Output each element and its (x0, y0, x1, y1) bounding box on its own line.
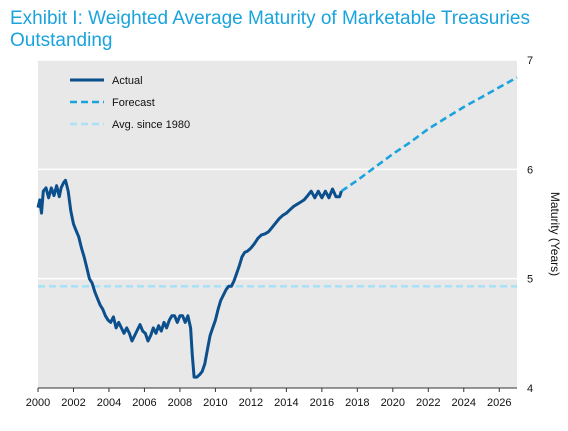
series-line-1 (340, 76, 518, 193)
legend-label-2: Avg. since 1980 (112, 119, 190, 131)
y-axis-ticks: 4 5 6 7 (527, 55, 533, 395)
x-tick-label-2010: 2010 (203, 397, 227, 409)
chart-title: Exhibit I: Weighted Average Maturity of … (10, 8, 530, 51)
x-tick-label-2004: 2004 (97, 397, 121, 409)
x-tick-label-2016: 2016 (310, 397, 334, 409)
x-tick-label-2024: 2024 (452, 397, 476, 409)
legend-label-0: Actual (112, 75, 143, 87)
y-tick-label-4: 4 (527, 383, 533, 395)
y-axis-label: Maturity (Years) (548, 192, 562, 276)
y-tick-label-5: 5 (527, 274, 533, 286)
y-tick-label-7: 7 (527, 55, 533, 67)
series-line-0 (36, 178, 343, 379)
x-tick-label-2018: 2018 (345, 397, 369, 409)
x-tick-label-2026: 2026 (487, 397, 511, 409)
x-tick-label-2008: 2008 (168, 397, 192, 409)
series-layer (36, 76, 518, 379)
legend-label-1: Forecast (112, 97, 155, 109)
y-tick-label-6: 6 (527, 164, 533, 176)
x-axis-ticks: 2000 2002 2004 2006 2008 2010 2012 2014 2016 2018… (26, 388, 512, 409)
plot-background (38, 60, 517, 388)
gridlines (38, 59, 517, 280)
x-tick-label-2002: 2002 (61, 397, 85, 409)
x-tick-label-2000: 2000 (26, 397, 50, 409)
x-tick-label-2020: 2020 (381, 397, 405, 409)
x-tick-label-2006: 2006 (132, 397, 156, 409)
x-tick-label-2012: 2012 (239, 397, 263, 409)
x-tick-label-2014: 2014 (274, 397, 298, 409)
x-tick-label-2022: 2022 (416, 397, 440, 409)
legend: Actual Forecast Avg. since 1980 (70, 75, 190, 131)
